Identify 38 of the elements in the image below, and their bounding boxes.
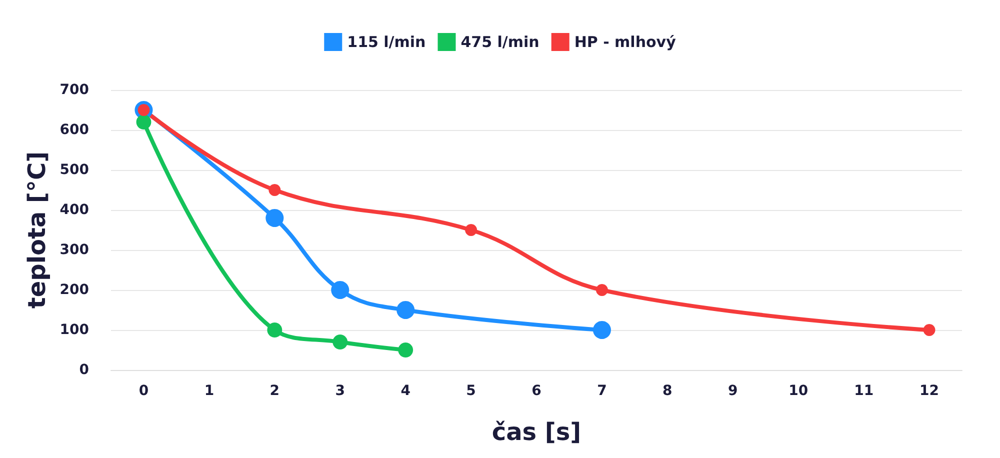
y-tick-label: 600 [60, 122, 90, 138]
point [268, 184, 281, 196]
x-tick-label: 8 [662, 383, 672, 399]
x-tick-label: 9 [728, 383, 738, 399]
x-tick-label: 11 [854, 383, 874, 399]
point [592, 321, 611, 339]
y-axis-title: teplota [°C] [22, 151, 51, 309]
legend-label: HP - mlhový [574, 33, 676, 51]
legend-label: 475 l/min [460, 33, 540, 51]
point [331, 281, 350, 299]
y-tick-label: 0 [79, 362, 90, 378]
y-tick-label: 400 [60, 202, 90, 218]
point [465, 224, 478, 236]
x-tick-label: 3 [335, 383, 345, 399]
point [136, 114, 152, 130]
x-tick-label: 0 [138, 383, 149, 399]
point [267, 322, 282, 338]
point [923, 324, 936, 336]
x-tick-label: 7 [597, 383, 607, 399]
x-tick-label: 5 [466, 383, 476, 399]
x-tick-label: 1 [204, 383, 214, 399]
y-tick-label: 200 [60, 282, 90, 298]
x-axis-title: čas [s] [492, 418, 582, 446]
point [332, 334, 348, 350]
point [398, 342, 414, 358]
x-tick-label: 2 [270, 383, 280, 399]
point [596, 284, 608, 296]
x-tick-label: 12 [920, 383, 940, 399]
point [266, 209, 284, 227]
x-tick-label: 4 [400, 383, 411, 399]
x-tick-label: 10 [788, 383, 808, 399]
y-tick-label: 700 [60, 82, 90, 98]
point [396, 301, 415, 319]
legend-label: 115 l/min [347, 33, 426, 51]
y-tick-label: 500 [60, 162, 90, 178]
y-tick-label: 300 [60, 242, 90, 258]
x-tick-label: 6 [532, 383, 542, 399]
y-tick-label: 100 [60, 322, 90, 338]
